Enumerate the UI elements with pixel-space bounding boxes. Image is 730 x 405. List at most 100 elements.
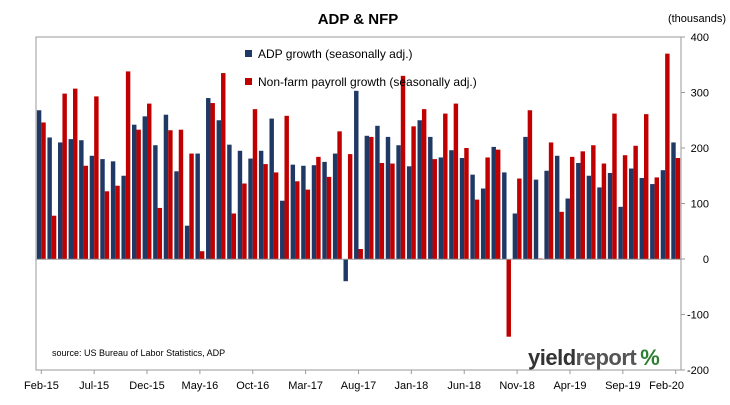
bar-nfp-Apr-18 [443, 113, 448, 259]
bar-adp-Nov-19 [639, 177, 644, 259]
bar-nfp-Dec-19 [654, 177, 660, 259]
bar-nfp-Dec-15 [147, 103, 152, 259]
bar-adp-Jun-19 [586, 175, 592, 259]
bar-nfp-Feb-20 [675, 157, 681, 259]
bar-nfp-Jul-18 [474, 199, 480, 259]
bar-adp-Apr-17 [311, 165, 317, 259]
bar-adp-May-19 [576, 162, 581, 259]
bar-nfp-Sep-15 [115, 185, 120, 259]
bar-adp-Jul-18 [470, 174, 475, 259]
x-tick-label: Mar-17 [288, 380, 323, 392]
bar-nfp-Mar-15 [51, 215, 57, 259]
bar-nfp-Apr-19 [569, 156, 575, 259]
bar-nfp-May-17 [326, 176, 332, 259]
bar-nfp-Jan-20 [665, 53, 670, 260]
bar-adp-Dec-18 [523, 136, 528, 259]
bar-adp-Oct-15 [121, 175, 126, 259]
x-tick-label: Apr-19 [553, 380, 586, 392]
x-tick-label: Oct-16 [236, 380, 269, 392]
bar-nfp-Nov-15 [136, 129, 141, 259]
bar-adp-Feb-19 [544, 170, 549, 259]
x-tick-label: May-16 [182, 380, 219, 392]
legend: ADP growth (seasonally adj.) Non-farm pa… [245, 47, 477, 89]
bar-nfp-Apr-16 [189, 153, 194, 259]
bar-nfp-Jul-17 [347, 154, 353, 259]
bar-adp-Sep-17 [364, 135, 370, 259]
bar-adp-Feb-18 [417, 120, 422, 259]
bar-adp-Apr-18 [438, 157, 444, 259]
bar-adp-Mar-17 [301, 165, 306, 259]
bar-nfp-Sep-16 [242, 183, 247, 259]
x-tick-label: Feb-20 [649, 380, 684, 392]
bar-adp-Aug-19 [607, 172, 613, 259]
y-tick-label: 200 [691, 143, 709, 155]
logo-word-report: report [576, 345, 638, 370]
bar-adp-Mar-18 [428, 136, 433, 259]
bar-adp-Nov-16 [258, 150, 264, 259]
bar-adp-Sep-19 [618, 206, 623, 259]
bar-adp-Feb-17 [290, 164, 296, 259]
bar-nfp-Feb-18 [421, 109, 427, 260]
bar-nfp-Mar-17 [305, 189, 311, 260]
bar-adp-Mar-15 [47, 137, 52, 259]
bar-nfp-Mar-19 [559, 211, 564, 259]
bar-adp-Nov-18 [512, 213, 518, 259]
bar-adp-Jan-18 [406, 166, 412, 259]
bar-nfp-Feb-19 [548, 142, 554, 259]
bar-adp-Mar-16 [174, 171, 179, 259]
bar-adp-Jan-20 [660, 170, 666, 259]
bar-adp-Oct-18 [502, 172, 507, 259]
svg-text:yieldreport%: yieldreport% [528, 345, 659, 370]
bar-adp-Jan-16 [153, 145, 158, 259]
bar-adp-Oct-19 [628, 168, 634, 259]
bar-adp-Aug-18 [480, 188, 486, 259]
bar-adp-Feb-15 [36, 110, 42, 259]
legend-label-adp: ADP growth (seasonally adj.) [258, 47, 413, 61]
y-tick-label: 300 [691, 88, 709, 100]
legend-label-nfp: Non-farm payroll growth (seasonally adj.… [258, 75, 477, 89]
x-tick-label: Sep-19 [605, 380, 640, 392]
units-label: (thousands) [668, 13, 726, 25]
y-tick-label: 100 [691, 199, 709, 211]
bar-adp-Apr-19 [565, 198, 570, 259]
bar-adp-May-16 [195, 153, 200, 259]
bar-adp-Aug-17 [354, 90, 359, 259]
bar-nfp-Mar-16 [178, 129, 184, 259]
bar-nfp-Jan-16 [157, 207, 163, 259]
bar-nfp-Oct-18 [506, 259, 511, 337]
bar-nfp-Feb-16 [168, 130, 173, 259]
bar-nfp-Jul-15 [94, 96, 99, 260]
bar-nfp-Sep-19 [622, 155, 628, 259]
bar-adp-Jul-19 [597, 187, 602, 259]
bar-nfp-Jun-18 [464, 148, 469, 259]
bar-nfp-Aug-18 [485, 157, 490, 259]
legend-swatch-adp [245, 50, 252, 57]
bar-nfp-Jul-19 [601, 163, 607, 259]
chart-title: ADP & NFP [318, 11, 399, 28]
bar-nfp-Nov-17 [390, 163, 395, 259]
bar-nfp-Apr-15 [62, 93, 67, 259]
y-tick-label: 0 [703, 254, 709, 266]
bar-adp-Jun-15 [79, 140, 84, 259]
x-tick-label: Jul-15 [79, 380, 109, 392]
bar-nfp-Jun-19 [591, 145, 596, 259]
bar-adp-Jan-17 [280, 200, 285, 259]
bar-nfp-Jul-16 [221, 73, 226, 260]
bar-nfp-Nov-18 [517, 178, 522, 259]
bar-adp-Jun-17 [332, 153, 338, 259]
bar-adp-May-15 [68, 139, 74, 259]
bar-nfp-Sep-18 [495, 149, 501, 259]
bar-nfp-Jan-18 [411, 126, 416, 259]
bar-nfp-Aug-15 [104, 191, 110, 259]
bar-nfp-Dec-18 [527, 110, 533, 259]
yieldreport-logo: yieldreport% [528, 345, 660, 370]
bar-nfp-Apr-17 [316, 156, 321, 259]
bar-adp-Feb-20 [671, 142, 676, 259]
y-tick-label: 400 [691, 32, 709, 44]
bar-nfp-Mar-18 [432, 159, 437, 259]
bar-nfp-May-15 [73, 88, 78, 260]
bar-nfp-Nov-16 [263, 164, 268, 259]
x-tick-label: Jun-18 [447, 380, 481, 392]
bar-adp-Apr-15 [57, 142, 63, 259]
